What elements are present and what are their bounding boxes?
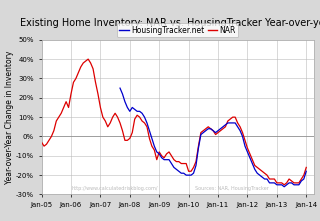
Text: http://www.calculatedriskblog.com/: http://www.calculatedriskblog.com/ <box>72 186 158 191</box>
Text: Sources: NAR, HousingTracker: Sources: NAR, HousingTracker <box>195 186 269 191</box>
Legend: HousingTracker.net, NAR: HousingTracker.net, NAR <box>117 23 238 37</box>
Title: Existing Home Inventory: NAR vs. HousingTracker Year-over-year: Existing Home Inventory: NAR vs. Housing… <box>20 18 320 28</box>
Y-axis label: Year-over-Year Change in Inventory: Year-over-Year Change in Inventory <box>5 50 14 184</box>
